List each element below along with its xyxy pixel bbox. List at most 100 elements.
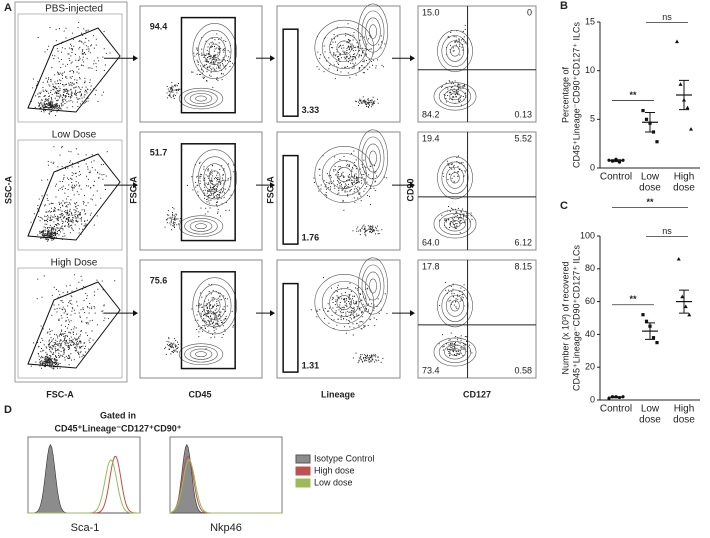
event-dot: [39, 365, 41, 367]
event-dot: [54, 308, 56, 310]
event-dot: [46, 234, 48, 236]
event-dot: [345, 57, 347, 59]
event-dot: [77, 211, 79, 213]
event-dot: [360, 356, 362, 358]
event-dot: [56, 227, 58, 229]
event-dot: [444, 95, 446, 97]
event-dot: [459, 349, 461, 351]
event-dot: [83, 201, 85, 203]
event-dot: [79, 78, 81, 80]
event-dot: [174, 216, 176, 218]
event-dot: [339, 304, 341, 306]
event-dot: [363, 59, 365, 61]
event-dot: [213, 185, 215, 187]
event-dot: [341, 187, 343, 189]
event-dot: [351, 179, 353, 181]
event-dot: [446, 349, 448, 351]
event-dot: [212, 289, 214, 291]
event-dot: [58, 343, 60, 345]
event-dot: [55, 359, 57, 361]
event-dot: [83, 225, 85, 227]
event-dot: [223, 59, 225, 61]
event-dot: [78, 87, 80, 89]
event-dot: [74, 350, 76, 352]
event-dot: [52, 85, 54, 87]
event-dot: [71, 181, 73, 183]
event-dot: [359, 181, 361, 183]
event-dot: [360, 195, 362, 197]
event-dot: [215, 315, 217, 317]
event-dot: [215, 70, 217, 72]
event-dot: [462, 85, 464, 87]
event-dot: [346, 49, 348, 51]
event-dot: [452, 83, 454, 85]
event-dot: [353, 197, 355, 199]
event-dot: [60, 339, 62, 341]
event-dot: [363, 174, 365, 176]
event-dot: [84, 94, 86, 96]
event-dot: [456, 157, 458, 159]
event-dot: [215, 187, 217, 189]
event-dot: [83, 28, 85, 30]
event-dot: [313, 177, 315, 179]
event-dot: [360, 99, 362, 101]
event-dot: [460, 352, 462, 354]
event-dot: [57, 220, 59, 222]
event-dot: [58, 79, 60, 81]
event-dot: [61, 329, 63, 331]
event-dot: [171, 345, 173, 347]
y-tick-label: 40: [585, 329, 595, 339]
event-dot: [68, 84, 70, 86]
event-dot: [353, 56, 355, 58]
event-dot: [455, 44, 457, 46]
event-dot: [69, 332, 71, 334]
event-dot: [214, 170, 216, 172]
event-dot: [460, 162, 462, 164]
event-dot: [344, 304, 346, 306]
event-dot: [66, 316, 68, 318]
quadrant-value: 17.8: [422, 261, 440, 271]
event-dot: [330, 174, 332, 176]
event-dot: [64, 332, 66, 334]
event-dot: [50, 362, 52, 364]
event-dot: [44, 109, 46, 111]
event-dot: [65, 210, 67, 212]
event-dot: [68, 202, 70, 204]
axis-label: CD45: [188, 389, 211, 399]
event-dot: [48, 101, 50, 103]
event-dot: [75, 342, 77, 344]
event-dot: [50, 231, 52, 233]
event-dot: [60, 102, 62, 104]
event-dot: [192, 189, 194, 191]
event-dot: [63, 353, 65, 355]
event-dot: [177, 89, 179, 91]
event-dot: [56, 219, 58, 221]
event-dot: [448, 289, 450, 291]
contour: [184, 90, 218, 107]
event-dot: [48, 92, 50, 94]
event-dot: [88, 172, 90, 174]
event-dot: [84, 223, 86, 225]
event-dot: [53, 304, 55, 306]
event-dot: [83, 52, 85, 54]
event-dot: [179, 217, 181, 219]
event-dot: [216, 194, 218, 196]
event-dot: [220, 37, 222, 39]
event-dot: [380, 309, 382, 311]
event-dot: [199, 173, 201, 175]
event-dot: [453, 50, 455, 52]
event-dot: [46, 107, 48, 109]
event-dot: [452, 222, 454, 224]
event-dot: [49, 101, 51, 103]
event-dot: [329, 181, 331, 183]
plot-area: [417, 259, 537, 379]
event-dot: [210, 320, 212, 322]
contour: [449, 92, 461, 101]
event-dot: [79, 346, 81, 348]
event-dot: [211, 306, 213, 308]
event-dot: [95, 69, 97, 71]
event-dot: [459, 353, 461, 355]
event-dot: [328, 310, 330, 312]
event-dot: [55, 28, 57, 30]
event-dot: [71, 228, 73, 230]
